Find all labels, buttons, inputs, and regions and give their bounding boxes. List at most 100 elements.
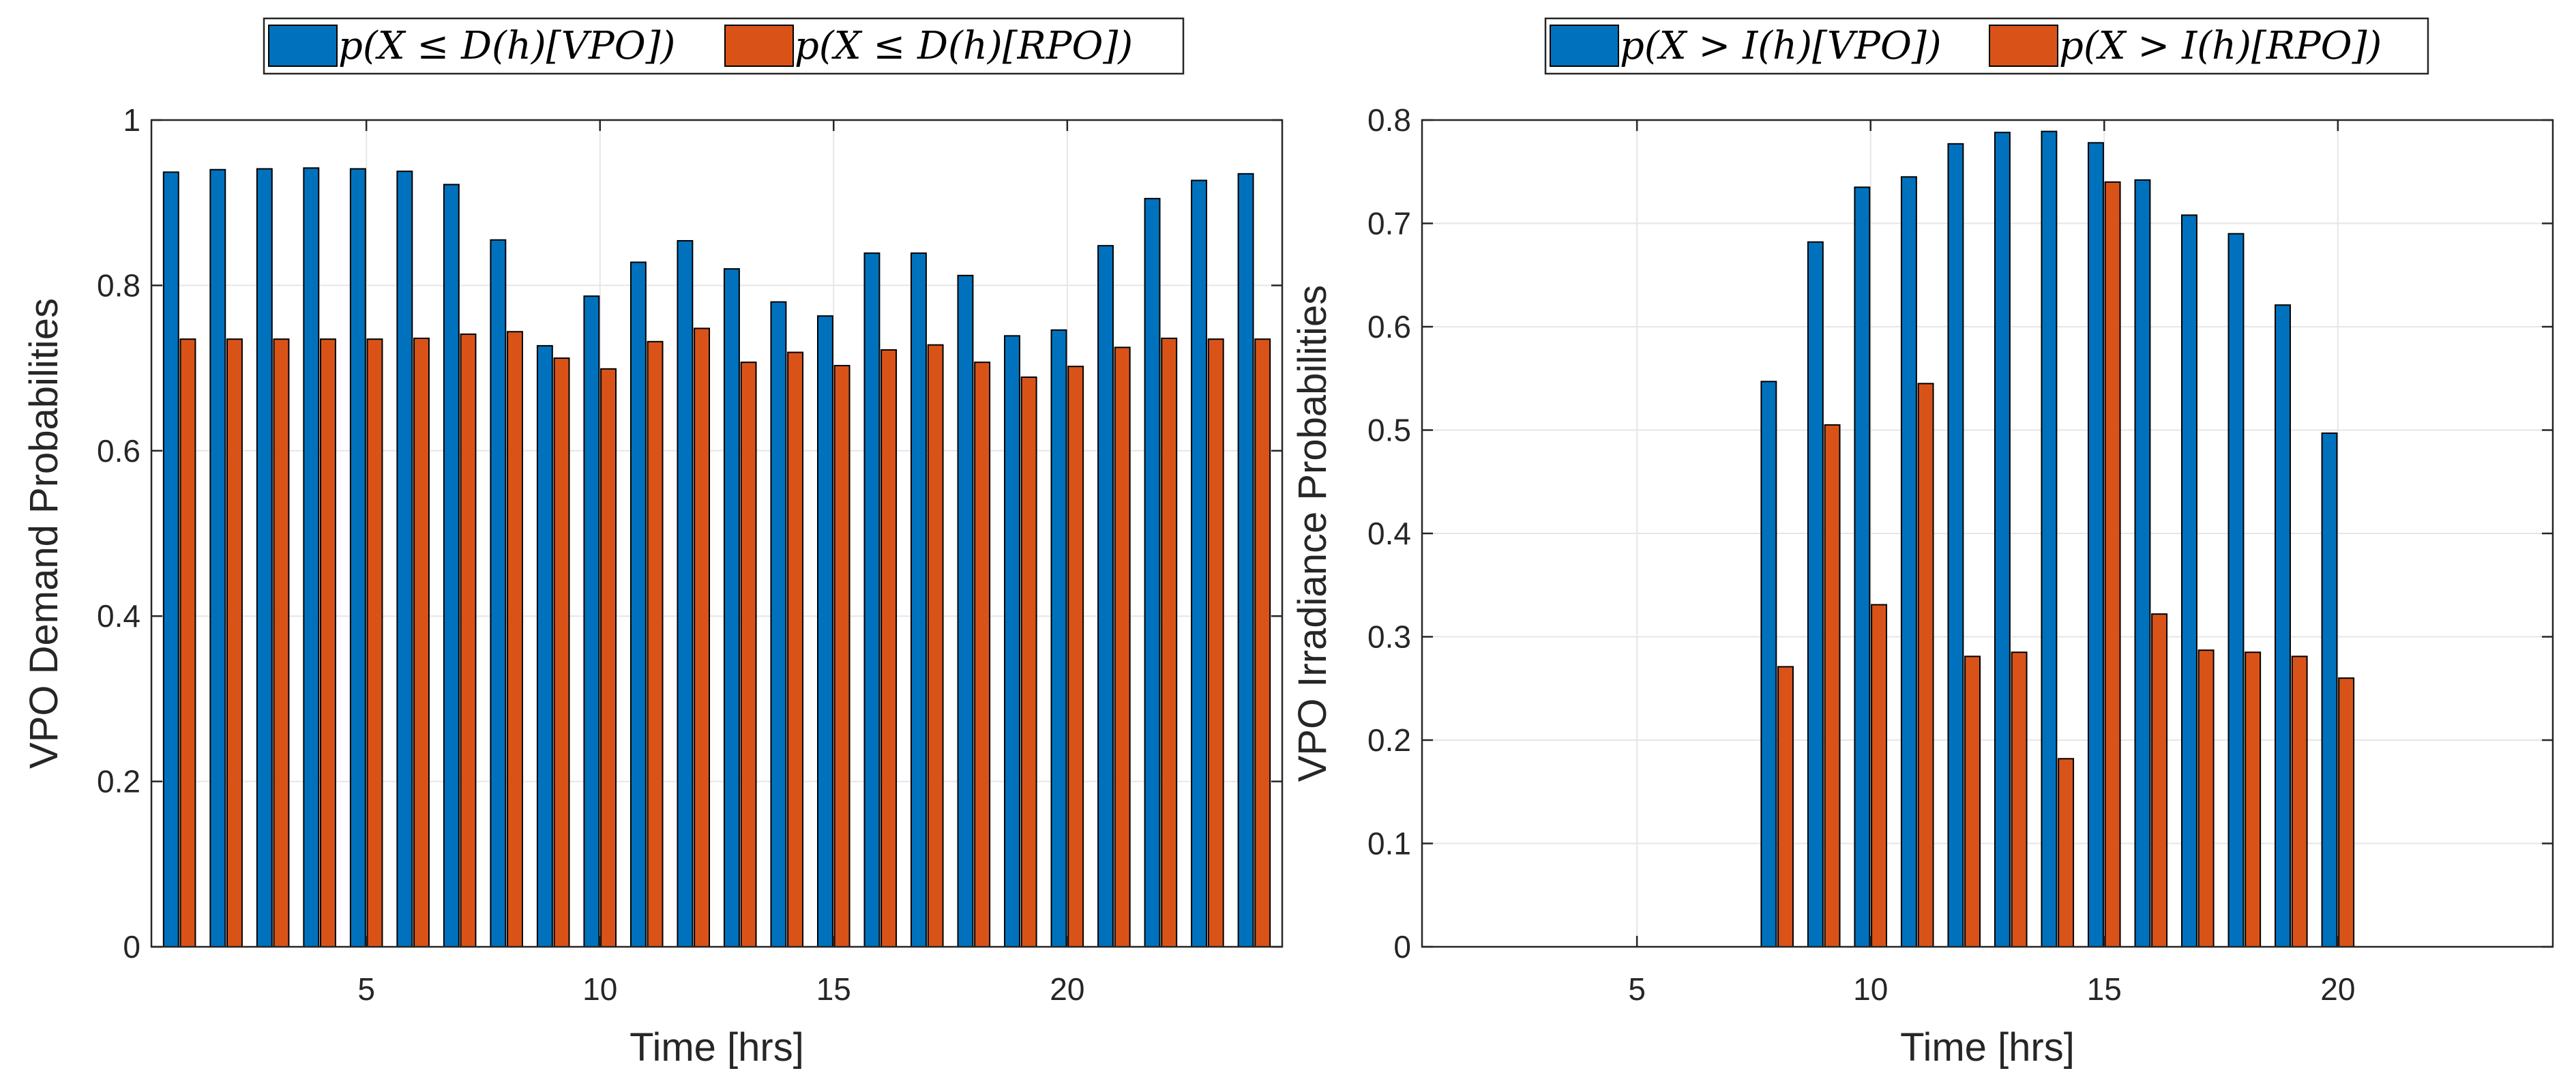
x-tick-label: 5 — [1628, 971, 1646, 1007]
irradiance-probability-chart: 0 0.1 0.2 0.3 0.4 0.5 0.6 0.7 0.8 5 10 15 20 Time [h… — [1290, 17, 2554, 1070]
bar-vpo-hour-23 — [1191, 179, 1208, 948]
axes-box — [150, 119, 1284, 948]
bar-vpo-hour-8 — [490, 239, 507, 947]
bar-rpo-hour-10 — [600, 368, 617, 947]
bars — [1760, 130, 2355, 948]
y-tick-label: 0.6 — [97, 433, 140, 469]
x-axis-label: Time [hrs] — [1900, 1025, 2075, 1070]
y-tick-label: 0 — [1393, 929, 1411, 965]
bar-rpo-hour-4 — [320, 338, 336, 947]
bar-vpo-hour-17 — [911, 252, 927, 947]
y-tick-label: 0.2 — [1367, 722, 1411, 758]
x-tick-label: 20 — [2320, 971, 2355, 1007]
bar-rpo-hour-18 — [974, 362, 991, 947]
bar-vpo-hour-3 — [256, 168, 273, 947]
bar-rpo-hour-2 — [226, 338, 243, 947]
x-tick-label: 20 — [1050, 971, 1084, 1007]
bar-vpo-hour-20 — [2321, 432, 2338, 947]
legend-swatch-rpo — [1989, 25, 2058, 67]
bar-rpo-hour-17 — [927, 344, 944, 948]
bar-rpo-hour-16 — [880, 349, 898, 947]
gridlines — [151, 120, 1282, 947]
bar-vpo-hour-2 — [209, 168, 226, 948]
bar-rpo-hour-10 — [1871, 604, 1888, 948]
y-tick-label: 0 — [123, 929, 140, 965]
x-tick-label: 15 — [816, 971, 851, 1007]
y-axis-label: VPO Demand Probabilities — [22, 298, 66, 769]
y-tick-label: 0.1 — [1367, 826, 1411, 862]
legend-entry-rpo: p(X ≤ D(h)[RPO]) — [795, 24, 1133, 68]
bar-rpo-hour-16 — [2151, 613, 2168, 947]
bar-vpo-hour-18 — [957, 274, 974, 947]
bar-rpo-hour-9 — [1824, 424, 1841, 947]
bars — [162, 167, 1271, 948]
bar-rpo-hour-19 — [2291, 656, 2308, 948]
legend-swatch-vpo — [268, 25, 338, 67]
legend-swatch-rpo — [724, 25, 794, 67]
x-tick-label: 10 — [582, 971, 617, 1007]
bar-vpo-hour-6 — [396, 171, 413, 947]
y-axis-label: VPO Irradiance Probabilities — [1290, 285, 1335, 782]
bar-vpo-hour-22 — [1144, 198, 1161, 947]
bar-vpo-hour-13 — [1994, 132, 2011, 947]
demand-probability-chart: 00.20.40.60.815 10 15 20 Time [hrs] VPO Dem… — [22, 17, 1284, 1070]
bar-vpo-hour-10 — [583, 295, 600, 948]
bar-rpo-hour-18 — [2245, 651, 2262, 947]
bar-vpo-hour-17 — [2181, 214, 2197, 947]
y-tick-label: 0.4 — [1367, 516, 1411, 551]
y-tick-label: 0.6 — [1367, 309, 1411, 344]
bar-rpo-hour-20 — [2338, 677, 2355, 947]
bar-rpo-hour-1 — [179, 338, 196, 947]
legend-box — [1544, 17, 2429, 75]
y-tick-label: 0.8 — [97, 267, 140, 303]
plot-area — [151, 120, 1282, 947]
bar-vpo-hour-7 — [443, 183, 460, 947]
bar-rpo-hour-13 — [740, 362, 757, 947]
y-tick-label: 1 — [123, 102, 140, 138]
bar-vpo-hour-12 — [1947, 143, 1964, 948]
x-tick-label: 15 — [2087, 971, 2122, 1007]
bar-rpo-hour-9 — [553, 357, 570, 947]
bar-vpo-hour-1 — [162, 171, 179, 948]
x-axis-label: Time [hrs] — [630, 1025, 804, 1070]
bar-vpo-hour-11 — [630, 261, 647, 947]
bar-vpo-hour-13 — [723, 268, 740, 948]
bar-vpo-hour-24 — [1237, 173, 1254, 947]
bar-vpo-hour-20 — [1050, 329, 1067, 948]
bar-rpo-hour-23 — [1207, 338, 1224, 947]
bar-rpo-hour-17 — [2197, 649, 2215, 947]
bar-vpo-hour-14 — [770, 301, 787, 947]
legend-entry-rpo: p(X > I(h)[RPO]) — [2059, 24, 2382, 68]
bar-vpo-hour-9 — [536, 344, 553, 947]
bar-vpo-hour-4 — [303, 167, 320, 947]
bar-vpo-hour-19 — [1004, 335, 1020, 947]
bar-vpo-hour-19 — [2275, 304, 2291, 947]
tick-labels: 0 0.1 0.2 0.3 0.4 0.5 0.6 0.7 0.8 5 10 15 20 — [1367, 102, 2553, 1007]
bar-vpo-hour-18 — [2227, 233, 2245, 947]
bar-rpo-hour-24 — [1254, 338, 1271, 947]
legend: p(X ≤ D(h)[VPO]) p(X ≤ D(h)[RPO]) — [263, 17, 1185, 75]
y-tick-label: 0.4 — [97, 598, 140, 634]
bar-rpo-hour-11 — [647, 340, 664, 947]
y-tick-label: 0.7 — [1367, 206, 1411, 241]
y-tick-label: 0.5 — [1367, 413, 1411, 448]
y-tick-label: 0.2 — [97, 764, 140, 799]
bar-rpo-hour-5 — [366, 338, 383, 947]
bar-vpo-hour-16 — [863, 252, 880, 947]
bar-vpo-hour-15 — [816, 315, 833, 947]
bar-rpo-hour-19 — [1020, 376, 1037, 947]
bar-rpo-hour-6 — [413, 337, 430, 948]
bar-rpo-hour-15 — [2104, 181, 2121, 947]
bar-rpo-hour-12 — [1964, 656, 1981, 948]
bar-vpo-hour-15 — [2087, 142, 2104, 948]
legend-box — [263, 17, 1185, 75]
bar-vpo-hour-5 — [349, 168, 366, 947]
bar-vpo-hour-9 — [1807, 241, 1824, 947]
y-tick-label: 0.8 — [1367, 102, 1411, 138]
legend-swatch-vpo — [1550, 25, 1619, 67]
bar-rpo-hour-22 — [1161, 337, 1178, 948]
bar-rpo-hour-7 — [460, 333, 477, 948]
x-tick-label: 5 — [357, 971, 375, 1007]
bar-rpo-hour-12 — [694, 327, 711, 948]
